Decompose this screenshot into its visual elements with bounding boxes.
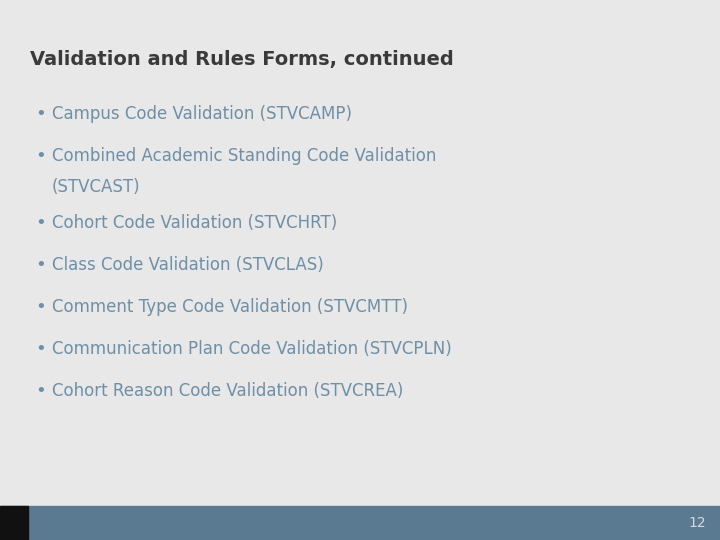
Text: Campus Code Validation (STVCAMP): Campus Code Validation (STVCAMP) <box>52 105 352 123</box>
Bar <box>0 506 28 540</box>
Text: Class Code Validation (STVCLAS): Class Code Validation (STVCLAS) <box>52 256 324 274</box>
Text: •: • <box>35 256 46 274</box>
Text: Communication Plan Code Validation (STVCPLN): Communication Plan Code Validation (STVC… <box>52 340 451 358</box>
Text: •: • <box>35 214 46 232</box>
Text: •: • <box>35 382 46 400</box>
Text: •: • <box>35 105 46 123</box>
Text: Cohort Reason Code Validation (STVCREA): Cohort Reason Code Validation (STVCREA) <box>52 382 403 400</box>
Text: •: • <box>35 147 46 165</box>
Text: •: • <box>35 340 46 358</box>
Text: •: • <box>35 298 46 316</box>
Bar <box>0 506 720 540</box>
Text: Comment Type Code Validation (STVCMTT): Comment Type Code Validation (STVCMTT) <box>52 298 408 316</box>
Text: (STVCAST): (STVCAST) <box>52 179 140 197</box>
Text: Cohort Code Validation (STVCHRT): Cohort Code Validation (STVCHRT) <box>52 214 337 232</box>
Text: Validation and Rules Forms, continued: Validation and Rules Forms, continued <box>30 50 454 69</box>
Text: 12: 12 <box>688 516 706 530</box>
Text: Combined Academic Standing Code Validation: Combined Academic Standing Code Validati… <box>52 147 436 165</box>
